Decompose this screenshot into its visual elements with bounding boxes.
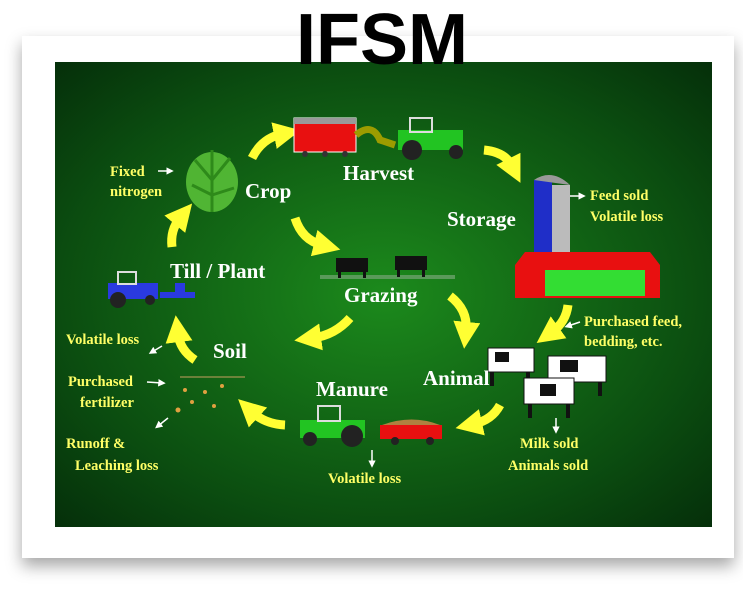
silo-icon — [534, 175, 570, 252]
note-line: Animals sold — [508, 458, 588, 474]
grazing-icon — [320, 256, 455, 279]
note-line: Volatile loss — [328, 471, 402, 487]
node-label: Till / Plant — [170, 259, 265, 283]
cows-icon — [487, 347, 607, 418]
note-line: Volatile loss — [590, 209, 664, 225]
note-line: Purchased feed, — [584, 314, 682, 330]
node-label: Grazing — [344, 283, 418, 307]
harvester-icon — [293, 117, 463, 160]
node-label: Crop — [245, 179, 291, 203]
manure-tractor-icon — [300, 405, 442, 447]
crop-icon — [186, 150, 238, 212]
note-line: nitrogen — [110, 184, 162, 200]
note-line: bedding, etc. — [584, 334, 663, 350]
note-line: Volatile loss — [66, 332, 140, 348]
node-label: Harvest — [343, 161, 414, 185]
note-line: Feed sold — [590, 188, 648, 204]
note-line: Purchased — [68, 374, 133, 390]
till-tractor-icon — [108, 271, 195, 308]
soil-icon — [175, 376, 245, 413]
note-line: fertilizer — [80, 395, 134, 411]
title: IFSM — [296, 0, 468, 80]
note-line: Runoff & — [66, 436, 125, 452]
small-arrows — [146, 167, 586, 468]
cycle-arrows — [164, 122, 573, 436]
note-line: Milk sold — [520, 436, 578, 452]
node-label: Animal — [423, 366, 490, 390]
node-label: Storage — [447, 207, 516, 231]
note-line: Leaching loss — [75, 458, 159, 474]
barn-icon — [515, 252, 660, 298]
node-label: Soil — [213, 339, 247, 363]
note-line: Fixed — [110, 164, 145, 180]
node-label: Manure — [316, 377, 388, 401]
